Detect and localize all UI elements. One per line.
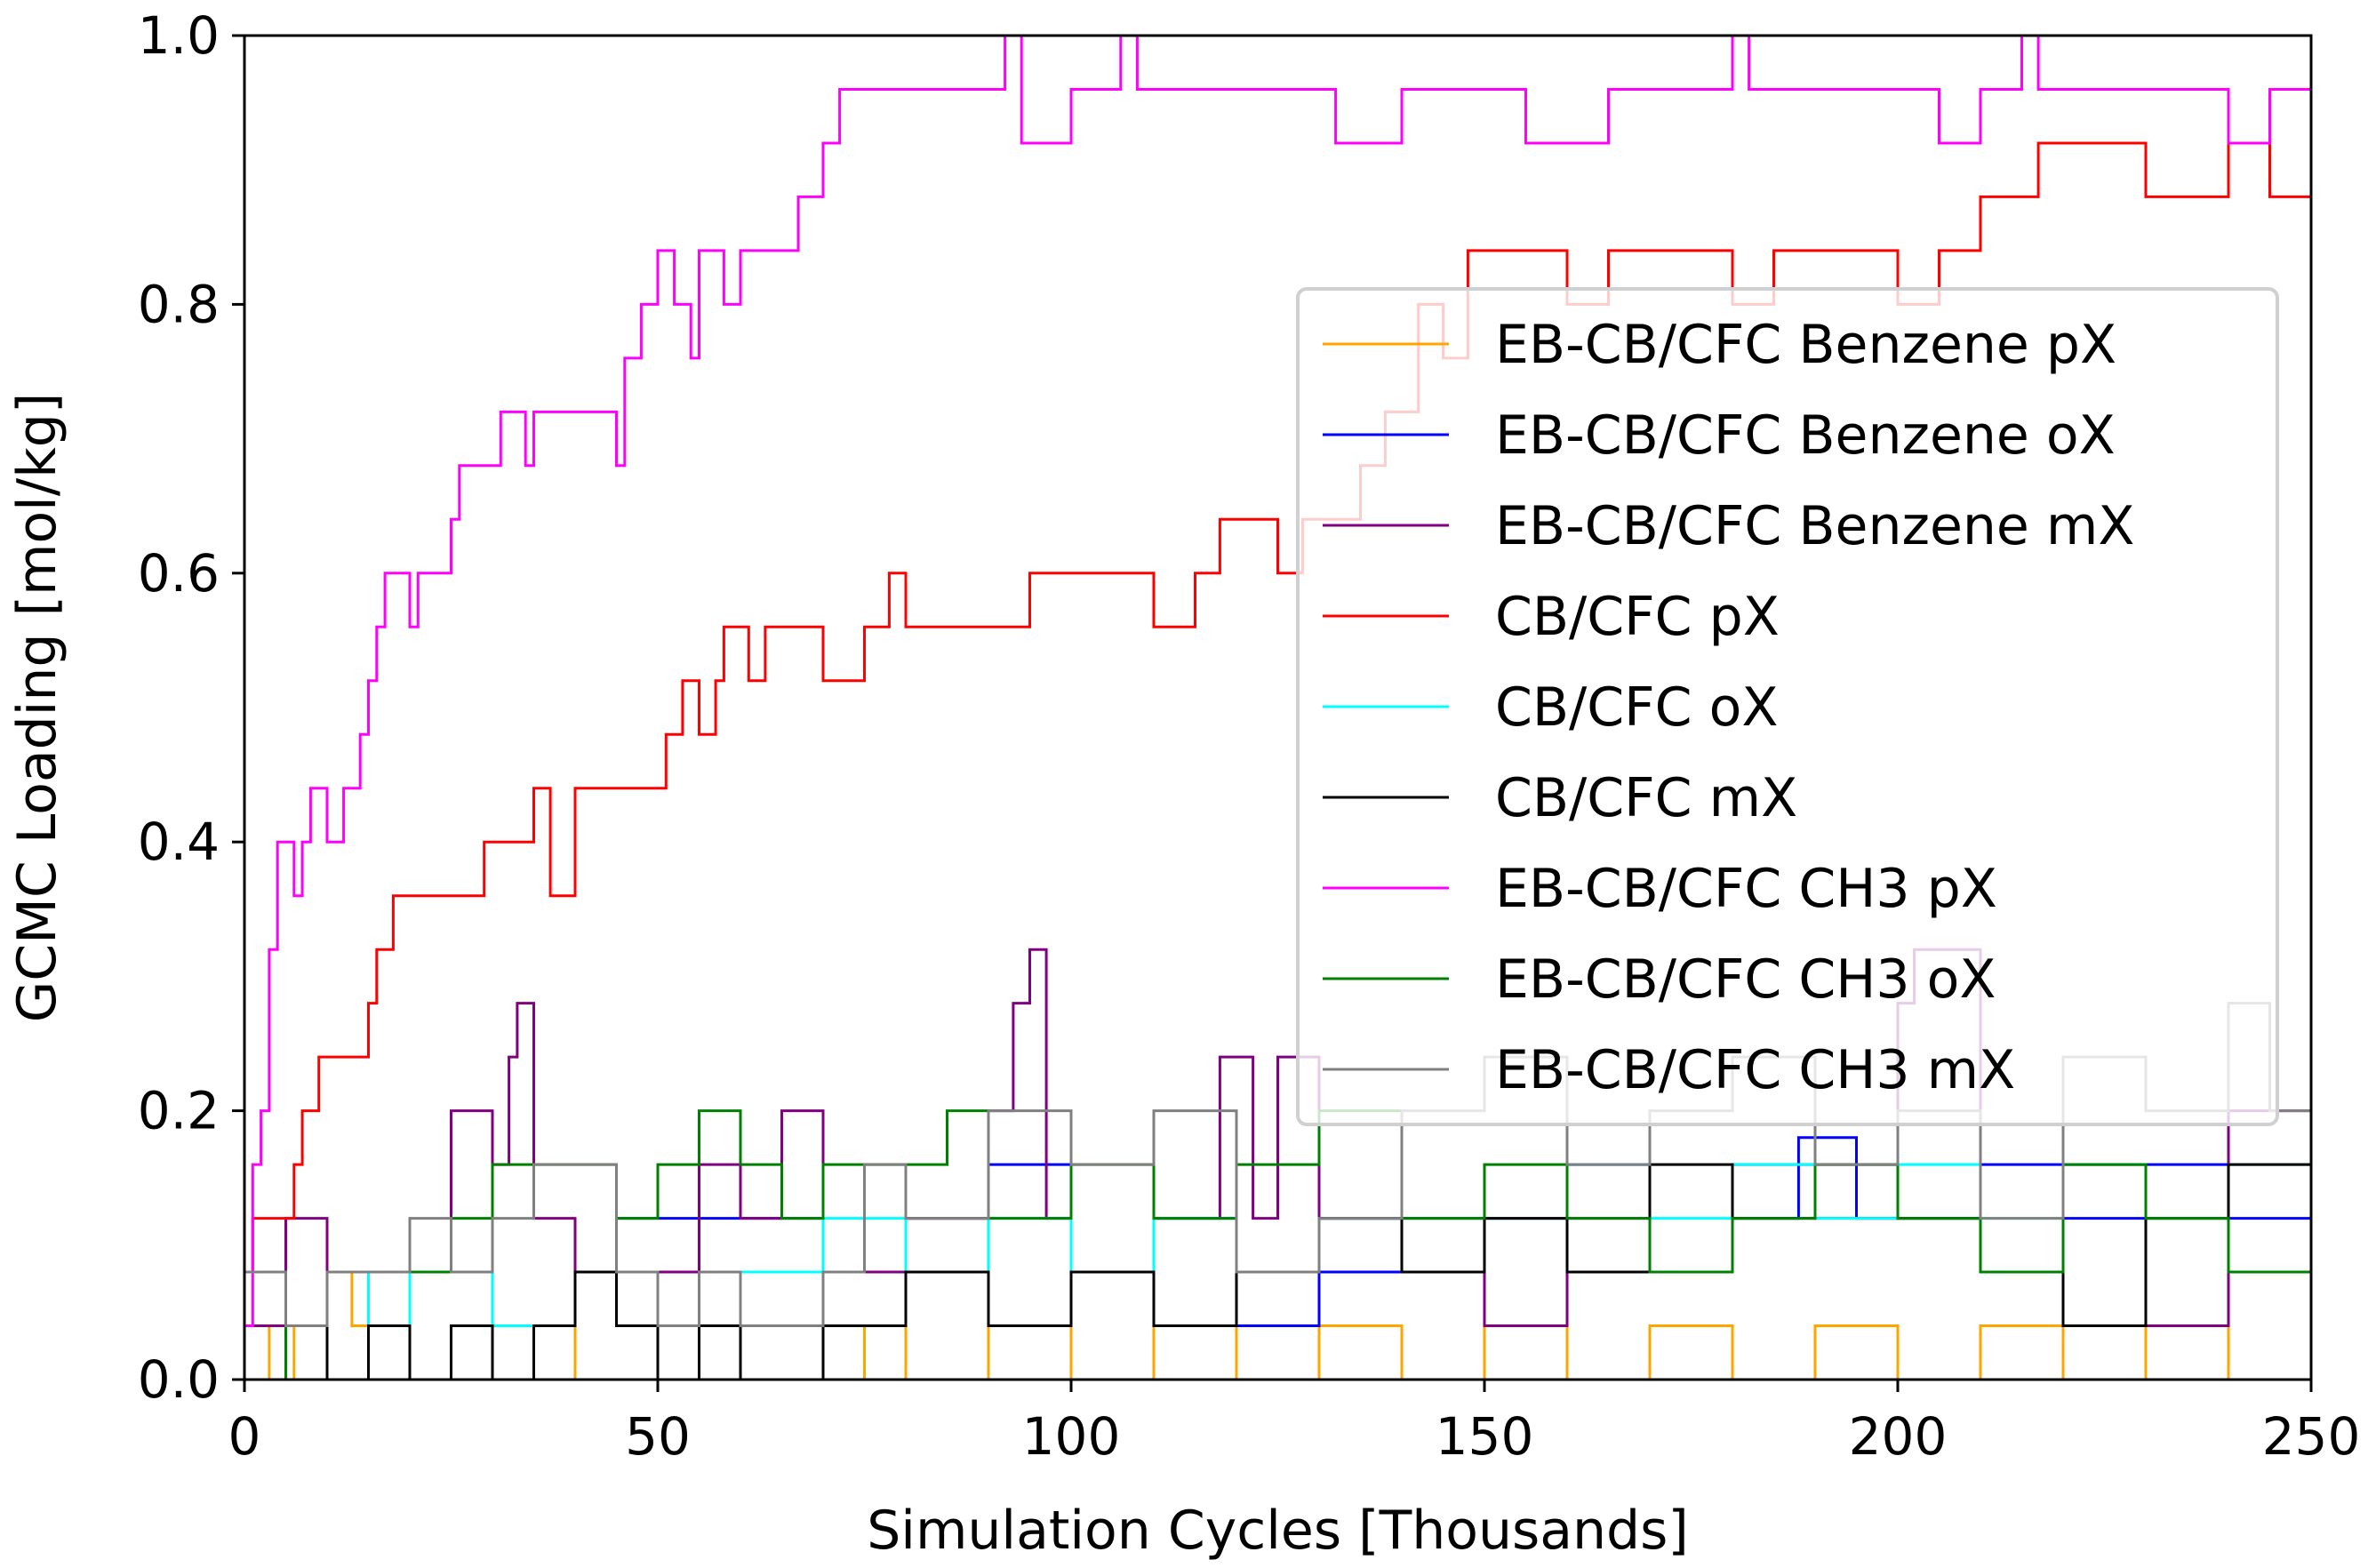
legend-label-6: CB/CFC mX xyxy=(1495,767,1797,829)
legend-box xyxy=(1296,287,2279,1126)
legend: EB-CB/CFC Benzene pX EB-CB/CFC Benzene oX… xyxy=(1296,287,2279,1126)
series-line-9 xyxy=(244,1002,2313,1327)
legend-label-2: EB-CB/CFC Benzene oX xyxy=(1495,404,2116,467)
x-tick-label: 150 xyxy=(1436,1406,1534,1467)
y-tick-label: 0.2 xyxy=(138,1081,220,1141)
x-tick-label: 200 xyxy=(1849,1406,1948,1467)
plot-frame xyxy=(243,34,2313,1381)
legend-label-4: CB/CFC pX xyxy=(1495,586,1780,648)
x-tick-label: 0 xyxy=(228,1406,261,1467)
legend-label-3: EB-CB/CFC Benzene mX xyxy=(1495,495,2134,557)
legend-label-5: CB/CFC oX xyxy=(1495,676,1778,739)
series-line-4 xyxy=(244,141,2313,1274)
legend-label-7: EB-CB/CFC CH3 pX xyxy=(1495,858,1997,920)
y-tick-label: 0.8 xyxy=(138,274,220,334)
y-axis-label: GCMC Loading [mol/kg] xyxy=(6,393,68,1023)
legend-label-9: EB-CB/CFC CH3 mX xyxy=(1495,1039,2015,1101)
x-tick-label: 100 xyxy=(1022,1406,1121,1467)
x-tick-label: 50 xyxy=(625,1406,691,1467)
series-lines xyxy=(244,34,2313,1381)
series-line-7 xyxy=(244,34,2311,1327)
legend-label-1: EB-CB/CFC Benzene pX xyxy=(1495,314,2116,376)
axes: 0 50 100 150 200 250 0.0 0.2 0.4 0.6 0.8 1.0 xyxy=(138,5,2361,1467)
y-tick-label: 0.4 xyxy=(138,812,220,872)
y-tick-label: 0.6 xyxy=(138,543,220,604)
y-tick-label: 0.0 xyxy=(138,1349,220,1410)
x-axis-label: Simulation Cycles [Thousands] xyxy=(867,1500,1689,1562)
legend-label-8: EB-CB/CFC CH3 oX xyxy=(1495,948,1996,1011)
y-tick-label: 1.0 xyxy=(138,5,220,66)
x-tick-label: 250 xyxy=(2262,1406,2361,1467)
